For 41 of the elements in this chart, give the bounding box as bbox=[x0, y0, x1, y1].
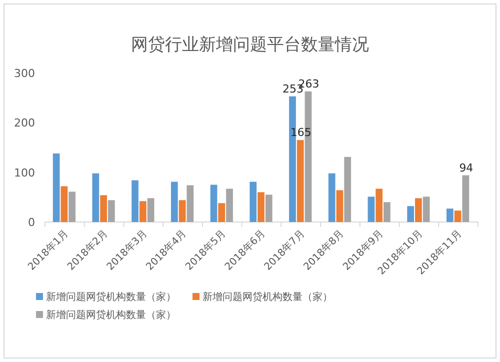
bar bbox=[218, 203, 226, 222]
bar bbox=[454, 210, 462, 222]
bar bbox=[139, 201, 146, 222]
bar bbox=[296, 140, 304, 222]
y-tick-label: 300 bbox=[14, 67, 35, 80]
chart-title: 网贷行业新增问题平台数量情况 bbox=[131, 35, 369, 55]
bar bbox=[68, 192, 76, 222]
bar bbox=[446, 208, 454, 222]
bar bbox=[384, 202, 390, 222]
bar bbox=[108, 200, 115, 222]
y-tick-label: 100 bbox=[14, 166, 35, 180]
y-tick-label: 200 bbox=[14, 116, 35, 130]
data-label: 165 bbox=[290, 126, 312, 140]
bar bbox=[344, 156, 352, 222]
bar bbox=[132, 180, 138, 222]
bar bbox=[415, 198, 422, 222]
bar bbox=[265, 194, 272, 222]
bar bbox=[422, 196, 430, 222]
bar bbox=[226, 188, 233, 222]
y-tick-label: 0 bbox=[28, 216, 35, 229]
bar bbox=[52, 153, 60, 222]
bar bbox=[60, 186, 68, 222]
bar bbox=[100, 195, 107, 222]
legend-label: 新增问题网贷机构数量（家） bbox=[202, 291, 332, 303]
bar bbox=[147, 198, 154, 222]
bar bbox=[328, 173, 336, 222]
bar bbox=[462, 175, 470, 222]
data-label: 94 bbox=[459, 161, 474, 174]
bar bbox=[336, 190, 344, 222]
bar bbox=[376, 188, 383, 222]
legend-label: 新增问题网贷机构数量（家） bbox=[46, 309, 176, 321]
bar bbox=[170, 182, 178, 222]
bar bbox=[178, 200, 186, 222]
bar bbox=[368, 196, 375, 222]
bar bbox=[186, 185, 194, 222]
legend-label: 新增问题网贷机构数量（家） bbox=[46, 291, 176, 303]
bar bbox=[250, 182, 257, 222]
bar bbox=[92, 173, 100, 222]
bar bbox=[210, 184, 218, 222]
bar bbox=[407, 206, 414, 222]
bar bbox=[258, 192, 264, 222]
